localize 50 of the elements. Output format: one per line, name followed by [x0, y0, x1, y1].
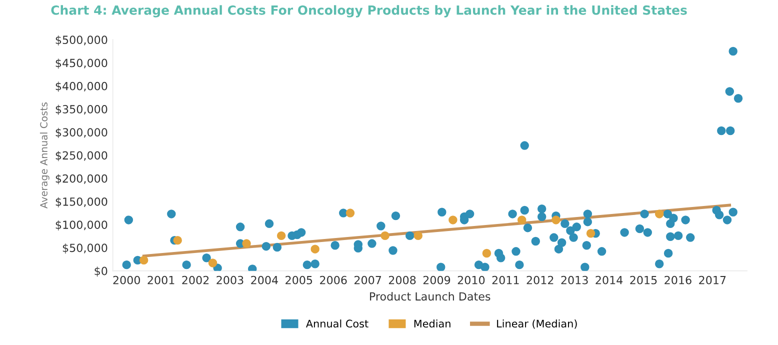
x-tick-label: 2010 [458, 276, 485, 284]
point [517, 216, 526, 224]
x-axis-title: Product Launch Dates [370, 292, 490, 301]
point [586, 229, 596, 238]
point [173, 236, 182, 245]
legend-label: Annual Cost [306, 319, 368, 328]
y-axis-title: Average Annual Costs [40, 102, 50, 208]
x-tick-label: 2017 [699, 276, 726, 284]
x-tick-label: 2002 [182, 276, 209, 284]
x-tick-label: 2009 [423, 276, 450, 284]
x-tick-label: 2007 [354, 276, 382, 284]
x-tick-label: 2015 [630, 276, 657, 284]
y-tick-label: $0 [94, 266, 108, 277]
y-tick-label: $450,000 [56, 58, 108, 69]
y-tick-label: $500,000 [56, 35, 108, 46]
point [380, 231, 390, 240]
point [482, 248, 492, 258]
x-tick-label: 2012 [526, 276, 554, 284]
x-tick-label: 2008 [388, 276, 416, 284]
y-tick-label: $250,000 [56, 151, 108, 162]
point [414, 231, 422, 240]
point [448, 216, 458, 224]
point [276, 231, 286, 240]
y-tick-label: $300,000 [56, 128, 108, 138]
y-tick-label: $50,000 [62, 243, 108, 254]
legend-label: Linear (Median) [497, 319, 577, 329]
point [208, 258, 218, 268]
legend-label: Median [414, 319, 450, 328]
x-tick-label: 2016 [664, 276, 692, 284]
x-tick-label: 2011 [492, 276, 519, 284]
x-tick-label: 2004 [251, 276, 278, 284]
point [242, 239, 251, 248]
y-tick-label: $200,000 [56, 174, 108, 184]
point [310, 244, 320, 254]
chart-title: Chart 4: Average Annual Costs For Oncology Products by Launch Year in the United States [51, 5, 687, 18]
y-tick-label: $400,000 [56, 82, 108, 92]
x-tick-label: 2013 [561, 276, 588, 284]
y-tick-label: $100,000 [56, 220, 108, 230]
x-tick-label: 2000 [113, 276, 140, 284]
y-tick-label: $350,000 [56, 104, 108, 115]
x-tick-label: 2003 [216, 276, 244, 284]
x-tick-label: 2005 [286, 276, 312, 284]
x-tick-label: 2001 [148, 276, 174, 284]
y-tick-label: $150,000 [56, 197, 108, 208]
point [552, 216, 560, 224]
x-tick-label: 2006 [320, 276, 347, 284]
x-tick-label: 2014 [596, 276, 623, 284]
point [346, 208, 355, 218]
point [139, 256, 148, 265]
point [654, 210, 664, 218]
